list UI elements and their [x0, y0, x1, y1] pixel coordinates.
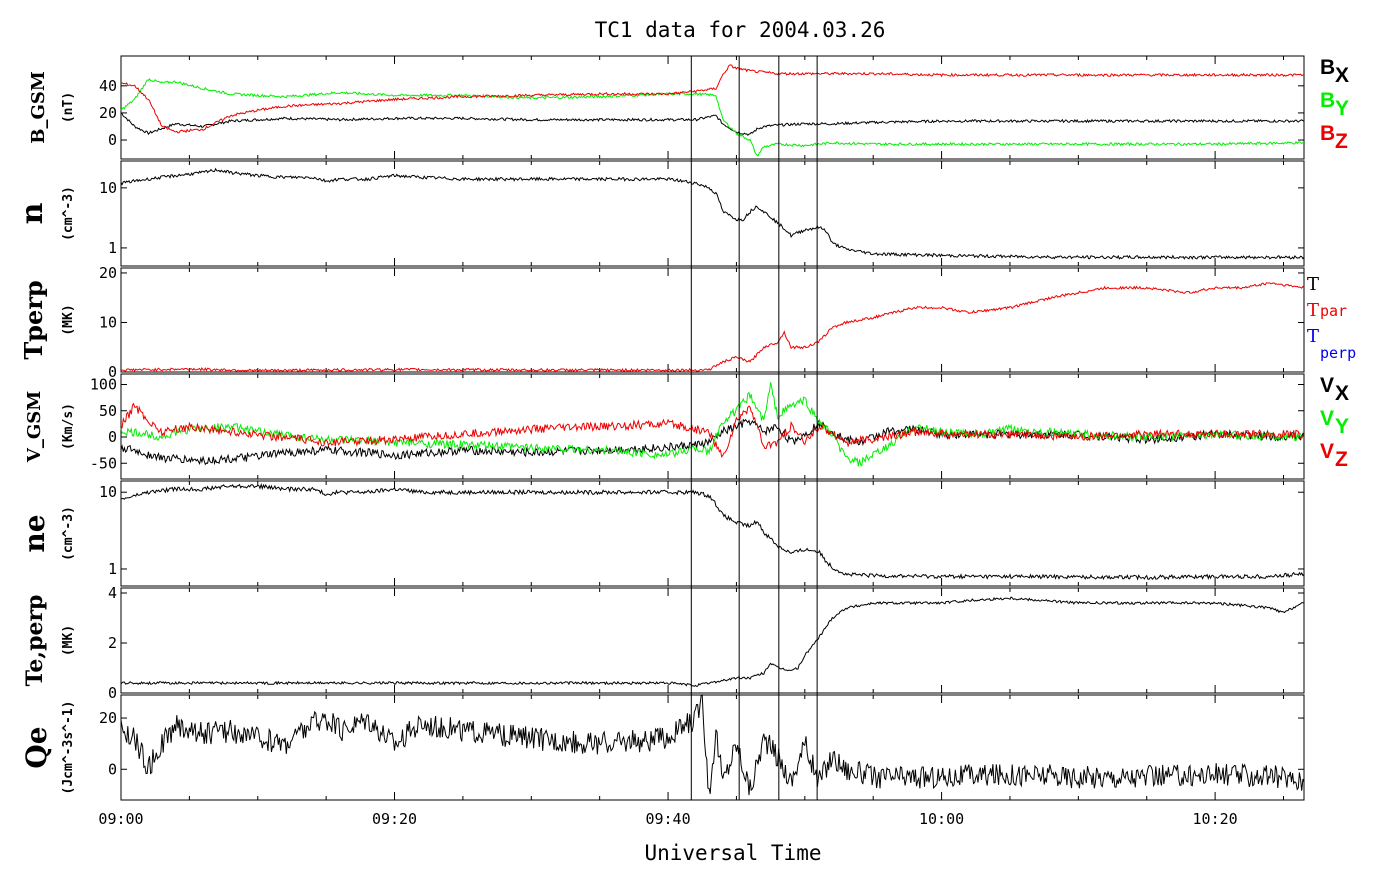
legend-subscript: Z: [1335, 448, 1348, 471]
panel-6: 20 0 Qe (Jcm^-3s^-1): [20, 694, 1305, 801]
panel-label: n: [15, 202, 50, 224]
y-tick-label: 10: [99, 313, 117, 331]
y-tick-label: -50: [90, 454, 117, 472]
legend-symbol: B: [1320, 122, 1335, 145]
panel-frame: [120, 694, 1305, 801]
panel-unit: (MK): [61, 625, 76, 656]
y-tick-label: 10: [99, 179, 117, 197]
panel-frame: [120, 480, 1305, 587]
x-tick-label: 10:00: [919, 810, 964, 828]
event-boxes: [690, 55, 818, 801]
y-tick-label: 4: [108, 584, 117, 602]
y-tick-label: 100: [90, 376, 117, 394]
legend-symbol: B: [1320, 56, 1335, 79]
y-tick-label: 0: [108, 684, 117, 702]
legend-symbol: T: [1307, 326, 1319, 347]
y-tick-label: 50: [99, 402, 117, 420]
panel-unit: (cm^-3): [61, 186, 76, 241]
panel-label: Qe: [20, 726, 53, 768]
x-tick-label: 10:20: [1193, 810, 1238, 828]
series-line-Qe: [120, 694, 1305, 796]
legend-subscript: perp: [1320, 344, 1356, 362]
panel-frame: [120, 160, 1305, 267]
y-tick-label: 0: [108, 428, 117, 446]
y-tick-label: 20: [99, 264, 117, 282]
x-tick-label: 09:40: [645, 810, 690, 828]
event-box-1: [778, 55, 818, 801]
x-tick-label: 09:20: [372, 810, 417, 828]
panel-frame: [120, 587, 1305, 694]
legend-subscript: Y: [1335, 97, 1349, 120]
series-line-Bz: [120, 64, 1304, 134]
legend-symbol: T: [1307, 274, 1319, 295]
panel-label: Tperp: [19, 280, 48, 359]
panel-4: 10 1 ne (cm^-3): [18, 480, 1305, 587]
legend-subscript: X: [1335, 382, 1349, 405]
legend-symbol: V: [1320, 374, 1334, 397]
y-tick-label: 0: [108, 131, 117, 149]
y-tick-label: 10: [99, 483, 117, 501]
legend-subscript: Z: [1335, 130, 1348, 153]
panel-unit: (nT): [61, 92, 76, 123]
panel-5: 4 2 0 Te,perp (MK): [22, 584, 1305, 702]
y-tick-label: 2: [108, 634, 117, 652]
legend-symbol: T: [1307, 300, 1319, 321]
legend-symbol: V: [1320, 407, 1334, 430]
chart-title: TC1 data for 2004.03.26: [595, 18, 886, 42]
legend-symbol: V: [1320, 440, 1334, 463]
panel-unit: (cm^-3): [61, 506, 76, 561]
panel-label: Te,perp: [22, 595, 48, 687]
series-line-Vx: [120, 418, 1305, 466]
series-line-n: [120, 167, 1305, 260]
legend-subscript: Y: [1335, 415, 1349, 438]
y-tick-label: 40: [99, 77, 117, 95]
legend-symbol: B: [1320, 89, 1335, 112]
panel-frame: [120, 373, 1305, 480]
legend-subscript: par: [1320, 302, 1347, 320]
series-line-ne: [120, 482, 1305, 581]
series-line-Vz: [120, 402, 1305, 458]
panel-unit: (Km/s): [61, 403, 76, 450]
panel-unit: (Jcm^-3s^-1): [61, 701, 76, 795]
y-tick-label: 1: [108, 239, 117, 257]
x-axis-ticks: 09:00 09:20 09:40 10:00 10:20: [98, 810, 1237, 828]
panel-frame: [120, 267, 1305, 373]
y-tick-label: 0: [108, 363, 117, 381]
legend-subscript: X: [1335, 64, 1349, 87]
y-tick-label: 0: [108, 760, 117, 778]
y-tick-label: 20: [99, 104, 117, 122]
panel-unit: (MK): [61, 304, 76, 335]
x-axis-label: Universal Time: [644, 841, 821, 865]
series-line-Bx: [120, 112, 1305, 136]
panel-1: 10 1 n (cm^-3): [15, 160, 1305, 267]
panel-label: ne: [18, 514, 51, 552]
x-tick-label: 09:00: [98, 810, 143, 828]
panel-label: V_GSM: [24, 391, 45, 463]
event-box-0: [690, 55, 740, 801]
y-tick-label: 20: [99, 709, 117, 727]
series-line-Te,perp: [120, 596, 1305, 687]
y-tick-label: 1: [108, 560, 117, 578]
series-line-By: [120, 78, 1305, 157]
panel-label: B_GSM: [28, 71, 49, 144]
series-line-Tperp: [120, 282, 1305, 373]
